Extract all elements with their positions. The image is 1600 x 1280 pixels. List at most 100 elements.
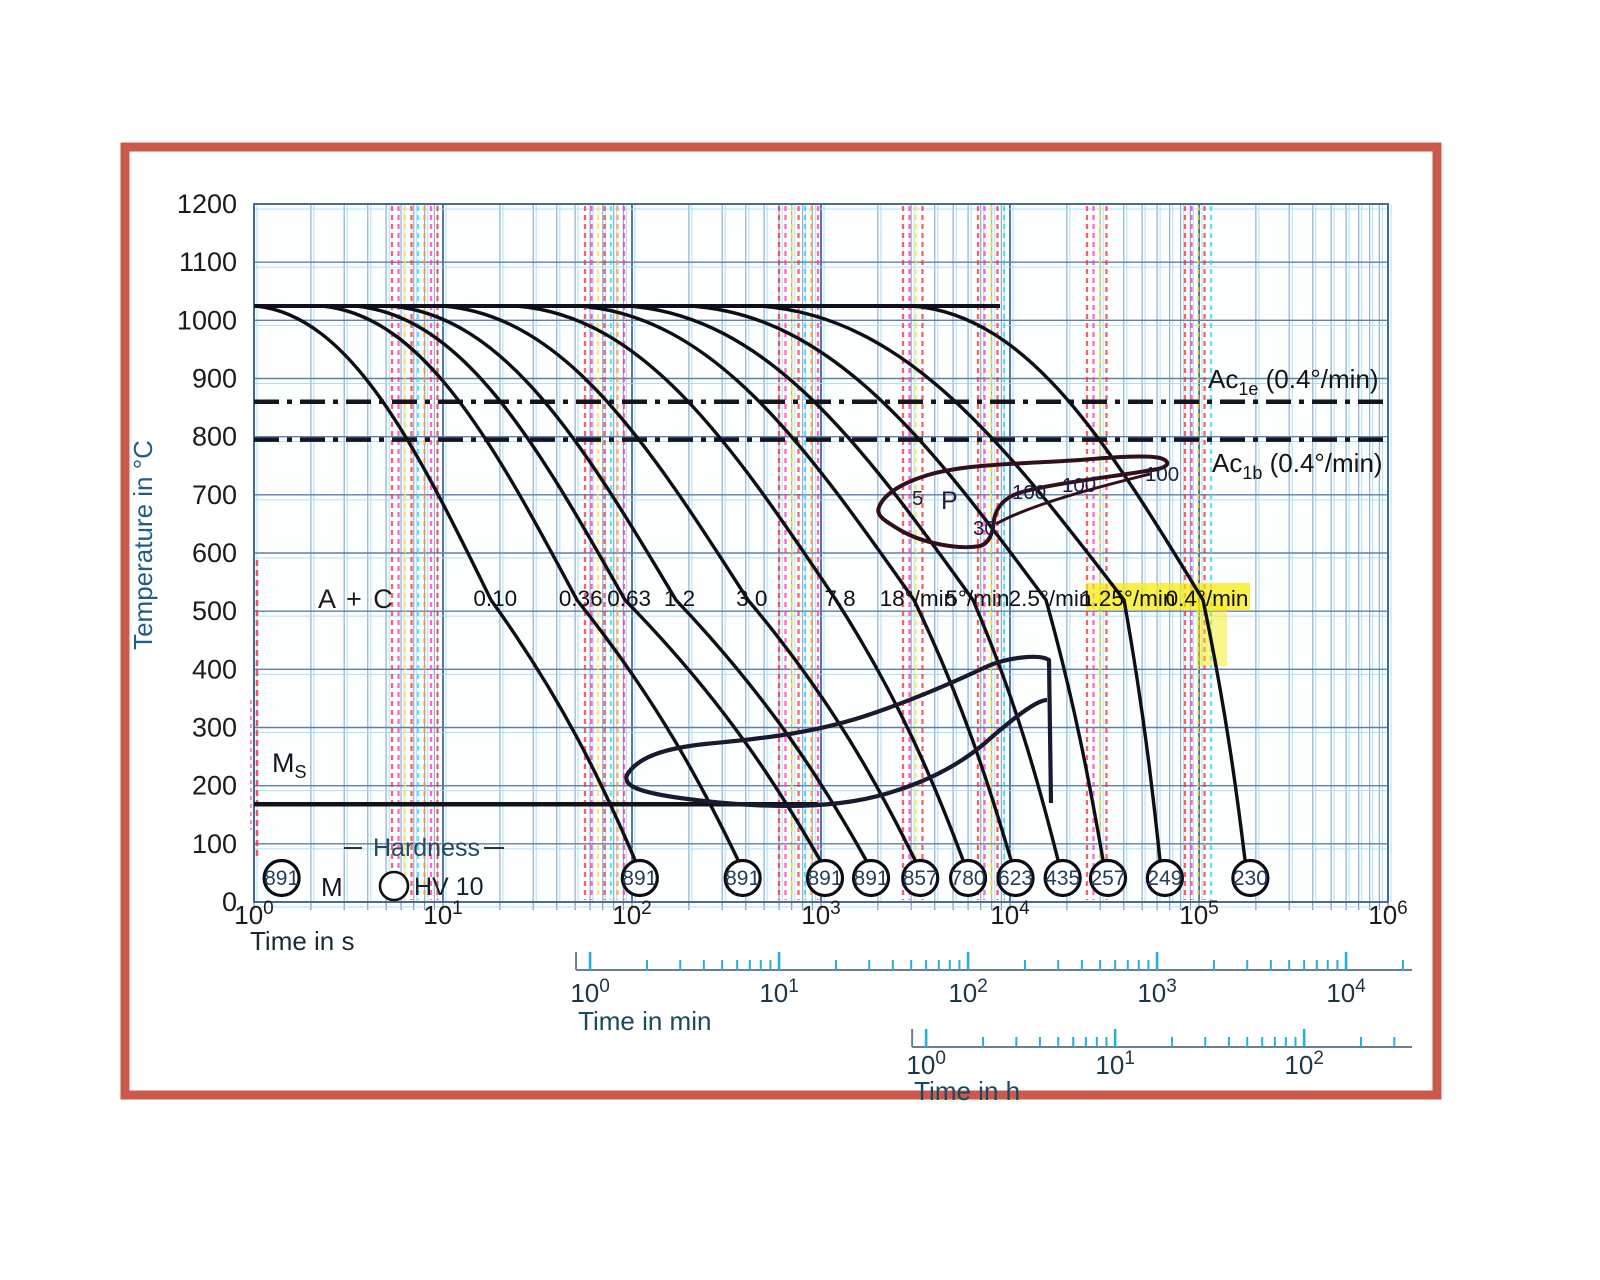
hardness-value: 257 xyxy=(1090,867,1125,890)
hardness-circle xyxy=(996,858,1035,898)
hardness-value: 230 xyxy=(1233,867,1268,890)
y-tick-label: 1000 xyxy=(177,305,237,335)
hardness-circle xyxy=(723,858,762,898)
curve-rate-label: 0.63 xyxy=(607,586,651,611)
x-decade-label: 105 xyxy=(1179,898,1219,930)
time-h-decade-label: 100 xyxy=(906,1048,946,1080)
y-tick-label: 0 xyxy=(222,887,237,917)
ms-label: MS xyxy=(272,748,307,782)
y-tick-label: 300 xyxy=(192,713,237,743)
time-h-decade-label: 101 xyxy=(1095,1048,1135,1080)
cooling-curve xyxy=(911,304,1247,862)
hardness-circle xyxy=(1231,858,1270,898)
curve-rate-label: 7.8 xyxy=(824,586,855,611)
hardness-value: 435 xyxy=(1045,867,1080,890)
hardness-value: 891 xyxy=(854,867,889,890)
hardness-circle xyxy=(1145,858,1184,898)
cooling-curve xyxy=(389,304,868,862)
hardness-circle xyxy=(901,858,940,898)
hardness-value: 891 xyxy=(622,867,657,890)
x-decade-label: 104 xyxy=(990,898,1030,930)
hardness-value: 891 xyxy=(264,867,299,890)
y-axis-title: Temperature in °C xyxy=(128,440,158,650)
y-tick-label: 500 xyxy=(192,596,237,626)
curve-rate-label: 0.36 xyxy=(559,586,603,611)
time-min-decade-label: 102 xyxy=(948,976,988,1008)
hardness-circle xyxy=(1088,858,1128,898)
hardness-value: 623 xyxy=(998,867,1033,890)
hardness-circle xyxy=(851,858,891,898)
hardness-value: 891 xyxy=(725,867,760,890)
time-h-axis-title: Time in h xyxy=(914,1076,1020,1106)
cooling-curve xyxy=(254,304,637,862)
hardness-value: 780 xyxy=(951,867,986,890)
axis-layer: 0100200300400500600700800900100011001200… xyxy=(128,189,1412,1106)
y-tick-label: 900 xyxy=(192,364,237,394)
curve-rate-label: 0.4°/min xyxy=(1166,586,1249,611)
curve-rate-label: 2.5°/min xyxy=(1009,586,1092,611)
pearlite-fraction-label: 100 xyxy=(1012,481,1046,504)
hardness-legend-title: Hardness xyxy=(373,834,480,862)
ac1b-label: Ac1b (0.4°/min) xyxy=(1212,448,1383,483)
curve-rate-label: 1.2 xyxy=(664,586,695,611)
time-h-decade-label: 102 xyxy=(1284,1048,1324,1080)
frame-layer xyxy=(120,142,1442,1100)
pearlite-inner-boundary xyxy=(995,472,1151,526)
x-decade-label: 100 xyxy=(234,898,274,930)
curve-rate-label: 3.0 xyxy=(736,586,767,611)
x-decade-label: 102 xyxy=(612,898,652,930)
time-min-decade-label: 100 xyxy=(570,976,610,1008)
cooling-curve xyxy=(353,304,822,862)
time-min-decade-label: 101 xyxy=(759,976,799,1008)
red-frame-border xyxy=(120,142,1442,1100)
plot-border xyxy=(253,203,1389,903)
x-decade-label: 101 xyxy=(423,898,463,930)
x-decade-label: 106 xyxy=(1368,898,1408,930)
y-tick-label: 1100 xyxy=(179,247,237,277)
pearlite-fraction-label: 30 xyxy=(973,517,996,540)
hardness-value: 891 xyxy=(807,867,842,890)
ac1e-label: Ac1e (0.4°/min) xyxy=(1208,364,1379,399)
pearlite-fraction-label: 5 xyxy=(912,487,923,510)
curve-rate-label: 0.10 xyxy=(473,586,517,611)
hardness-circle-layer: 891 891 891 891 891 857 780 623 435 257 249 230 xyxy=(262,858,1270,898)
pearlite-fraction-label: 100 xyxy=(1145,463,1179,486)
pearlite-region-outline xyxy=(876,454,1170,550)
hv-legend-label: HV 10 xyxy=(414,873,483,901)
phase-region-layer xyxy=(624,454,1170,809)
hardness-circle xyxy=(620,858,659,898)
y-tick-label: 700 xyxy=(192,480,237,510)
y-tick-label: 600 xyxy=(192,538,237,568)
y-tick-label: 800 xyxy=(192,422,237,452)
cooling-curve xyxy=(441,304,917,862)
y-tick-label: 200 xyxy=(192,771,237,801)
austenite-carbide-label: A + C xyxy=(318,584,395,614)
hardness-value: 857 xyxy=(903,867,938,890)
hv-legend-circle xyxy=(378,870,410,902)
bainite-region-outline xyxy=(624,654,1054,809)
cooling-curve xyxy=(757,304,1162,862)
pearlite-fraction-label: 100 xyxy=(1062,474,1096,497)
hardness-circle xyxy=(262,858,301,898)
martensite-label: M xyxy=(321,872,343,902)
cooling-curve xyxy=(577,304,1013,862)
time-min-decade-label: 104 xyxy=(1326,976,1366,1008)
hardness-circle xyxy=(948,858,988,898)
time-s-axis-title: Time in s xyxy=(250,926,355,956)
hardness-value: 249 xyxy=(1147,867,1182,890)
x-decade-label: 103 xyxy=(801,898,841,930)
curve-rate-label: 18°/min xyxy=(880,586,957,611)
hardness-circle xyxy=(805,858,845,898)
time-min-axis-title: Time in min xyxy=(578,1006,711,1036)
y-tick-label: 100 xyxy=(192,829,237,859)
time-min-decade-label: 103 xyxy=(1137,976,1177,1008)
curve-rate-label: 5°/min xyxy=(945,586,1009,611)
pearlite-label: P xyxy=(941,487,958,515)
y-tick-label: 1200 xyxy=(177,189,237,219)
hardness-circle xyxy=(1043,858,1082,898)
cooling-curve xyxy=(626,304,1060,862)
